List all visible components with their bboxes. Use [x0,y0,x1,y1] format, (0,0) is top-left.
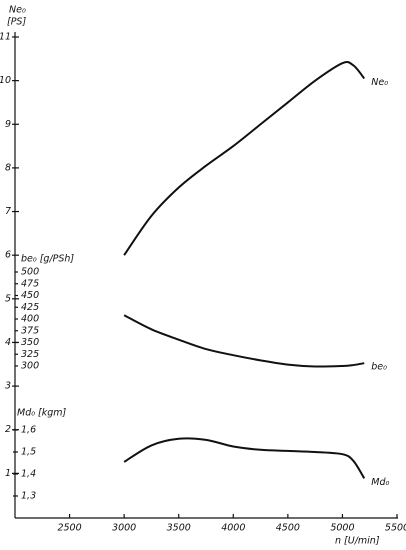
y3-tick-label: 1,6 [21,425,36,436]
y-tick-label: 2 [5,424,11,435]
series-label: be₀ [371,362,387,373]
y-tick-label: 7 [5,206,11,217]
y2-tick-label: 325 [21,349,39,360]
y3-tick-label: 1,4 [21,469,36,480]
series-line [123,437,366,479]
y2-axis-label: be₀ [g/PSh] [21,254,74,265]
y-tick-label: 9 [5,119,11,130]
y-axis-unit: [PS] [7,17,26,28]
series-label: Md₀ [371,477,389,488]
y-tick-label: 4 [5,337,11,348]
y3-tick-label: 1,3 [21,491,36,502]
y3-tick-label: 1,5 [21,447,36,458]
y-tick-label: 6 [5,250,11,261]
series-line [123,314,365,368]
x-tick-label: 2500 [57,523,81,534]
y2-tick-label: 425 [21,302,39,313]
series-label: Ne₀ [371,77,388,88]
x-axis-label: n [U/min] [335,536,380,547]
y-axis-label: Ne₀ [9,5,26,16]
y2-tick-label: 375 [21,325,39,336]
y2-tick-label: 300 [21,361,39,372]
series-line [123,61,366,256]
y2-tick-label: 475 [21,278,39,289]
y2-tick-label: 400 [21,314,39,325]
y-tick-label: 1 [5,468,11,479]
x-tick-label: 3000 [112,523,136,534]
y-tick-label: 5 [5,293,11,304]
y2-tick-label: 450 [21,290,39,301]
x-tick-label: 4500 [276,523,300,534]
y-tick-label: 10 [0,75,11,86]
y-tick-label: 8 [5,162,11,173]
x-tick-label: 4000 [221,523,245,534]
x-tick-label: 5000 [330,523,354,534]
y2-tick-label: 350 [21,337,39,348]
y3-axis-label: Md₀ [kgm] [17,408,67,419]
y-tick-label: 3 [5,381,11,392]
y-tick-label: 11 [0,32,11,43]
y2-tick-label: 500 [21,267,39,278]
x-tick-label: 3500 [167,523,191,534]
